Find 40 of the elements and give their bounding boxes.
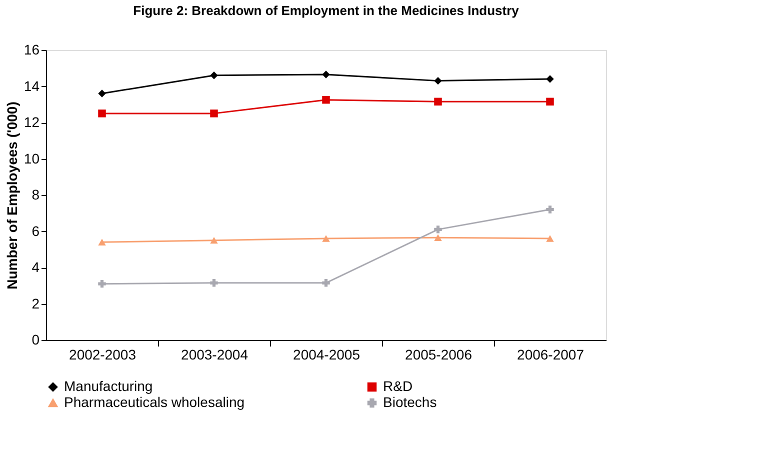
point [434, 98, 442, 106]
point [434, 234, 442, 241]
point [210, 72, 218, 80]
point [98, 90, 106, 98]
x-tick-label: 2006-2007 [517, 346, 584, 362]
y-tick-label: 0 [32, 332, 40, 348]
legend-label: Manufacturing [64, 378, 153, 394]
point [322, 279, 330, 287]
legend-label: Pharmaceuticals wholesaling [64, 394, 245, 410]
chart-title: Figure 2: Breakdown of Employment in the Medicines Industry [133, 3, 520, 18]
y-tick-label: 4 [32, 259, 40, 275]
y-tick-label: 12 [24, 114, 40, 130]
point [434, 76, 442, 85]
x-tick-label: 2005-2006 [405, 346, 472, 362]
point [210, 279, 218, 287]
point [322, 96, 330, 104]
point [322, 235, 330, 242]
x-tick-label: 2002-2003 [69, 346, 136, 362]
point [98, 280, 106, 288]
point [210, 110, 218, 118]
y-axis-title: Number of Employees ('000) [4, 102, 20, 290]
point [546, 98, 554, 106]
point [322, 70, 330, 78]
y-tick-label: 8 [32, 186, 40, 202]
legend-label: Biotechs [383, 394, 437, 410]
point [98, 238, 106, 246]
y-tick-label: 2 [32, 295, 40, 312]
legend-label: R&D [383, 378, 413, 394]
y-tick-label: 6 [32, 222, 40, 239]
x-tick-label: 2004-2005 [293, 346, 360, 362]
y-tick-label: 16 [24, 42, 40, 58]
y-tick-label: 10 [24, 150, 40, 166]
y-tick-label: 14 [24, 78, 40, 94]
point [546, 75, 554, 83]
point [546, 206, 554, 214]
point [98, 110, 106, 118]
point [546, 235, 554, 242]
point [434, 226, 442, 234]
point [210, 236, 218, 244]
x-tick-label: 2003-2004 [181, 346, 248, 362]
